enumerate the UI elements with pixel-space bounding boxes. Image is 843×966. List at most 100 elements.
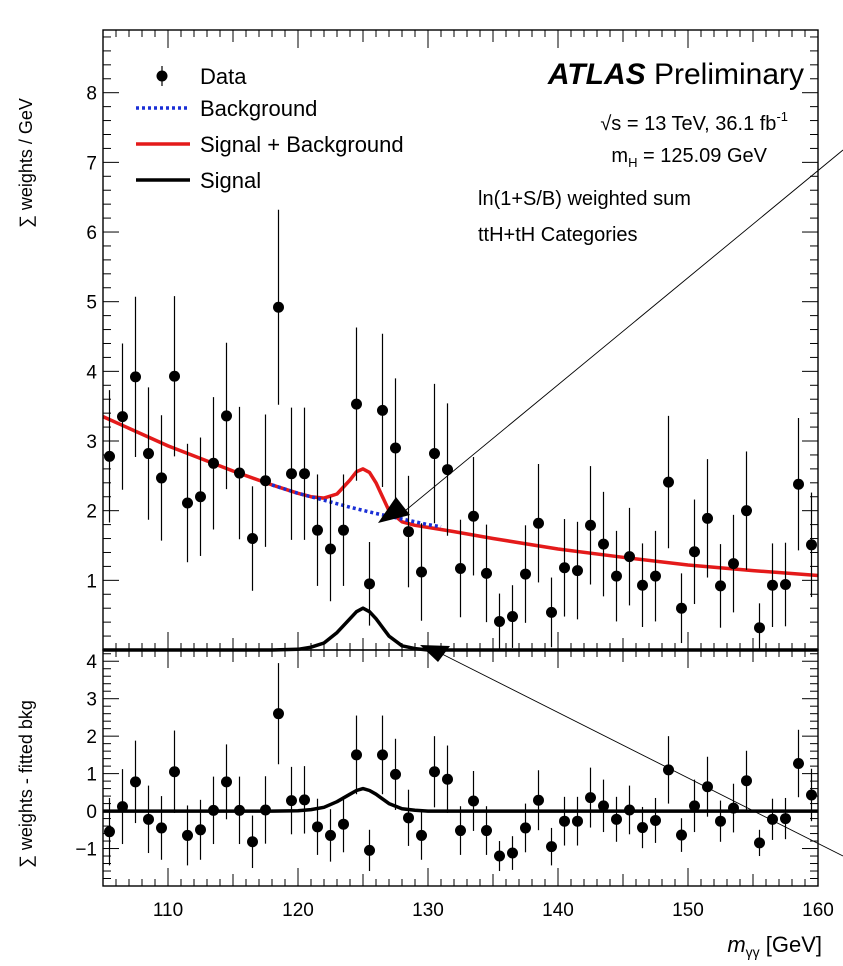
residual-data-point [702, 781, 713, 793]
residual-data-point [481, 825, 492, 837]
main-ytick-label: 7 [86, 153, 97, 174]
signal-plus-background-curve [102, 415, 819, 578]
legend-label-background: Background [200, 96, 317, 121]
atlas-label: ATLAS Preliminary [547, 58, 804, 91]
data-point [169, 370, 180, 382]
data-point [715, 580, 726, 592]
data-point [754, 622, 765, 634]
atlas-annotation: ATLAS Preliminary √s = 13 TeV, 36.1 fb-1… [478, 58, 804, 246]
residual-data-point [715, 815, 726, 827]
data-point [507, 611, 518, 623]
residual-ytick-label: −1 [75, 840, 97, 861]
data-point [429, 448, 440, 460]
x-axis-label: mγγ [GeV] [727, 932, 822, 960]
data-point [351, 398, 362, 410]
data-point [286, 468, 297, 480]
main-ytick-label: 2 [86, 502, 97, 523]
data-point [650, 570, 661, 582]
residual-data-point [624, 804, 635, 816]
residual-data-point [533, 794, 544, 806]
data-point [572, 565, 583, 577]
main-panel: 1 2 3 4 5 6 7 8 [86, 29, 819, 652]
x-tick-label: 150 [672, 900, 704, 921]
data-point [702, 512, 713, 524]
legend-data-marker [156, 70, 168, 82]
data-point [312, 524, 323, 536]
residual-data-point [572, 815, 583, 827]
data-point [195, 491, 206, 503]
residual-axis-ticks: −1 0 1 2 3 4 110 120 130 140 150 160 [75, 650, 834, 921]
residual-data-point [143, 813, 154, 825]
data-point [689, 546, 700, 558]
energy-lumi-label: √s = 13 TeV, 36.1 fb-1 [600, 109, 788, 135]
residual-data-point [182, 829, 193, 841]
legend-label-signal: Signal [200, 168, 261, 193]
residual-data-point [507, 847, 518, 859]
residual-data-point [598, 800, 609, 812]
residual-data-point [806, 789, 817, 801]
data-point [182, 497, 193, 509]
residual-data-point [286, 795, 297, 807]
data-point [260, 475, 271, 487]
residual-data-point [247, 836, 258, 848]
data-point [130, 371, 141, 383]
residual-panel: −1 0 1 2 3 4 110 120 130 140 150 160 [75, 649, 834, 921]
overlay-line-upper [399, 149, 843, 516]
main-ytick-label: 8 [86, 84, 97, 105]
main-y-axis-label: ∑ weights / GeV [16, 98, 36, 228]
energy-lumi-text: √s = 13 TeV, 36.1 fb [600, 113, 776, 135]
data-point [273, 301, 284, 313]
data-point [390, 442, 401, 454]
residual-signal-curve [103, 786, 818, 813]
residual-data-point [793, 758, 804, 770]
residual-data-point [546, 841, 557, 853]
residual-data-point [169, 766, 180, 778]
residual-data-point [377, 749, 388, 761]
residual-data-point [325, 829, 336, 841]
data-point [299, 468, 310, 480]
legend-item-data: Data [156, 64, 247, 89]
residual-ytick-label: 1 [86, 765, 97, 786]
arrowhead-lower [420, 645, 450, 662]
x-axis-label-sub: γγ [746, 944, 760, 960]
data-point [767, 579, 778, 591]
main-ytick-label: 5 [86, 293, 97, 314]
residual-data-point [689, 800, 700, 812]
residual-data-point [403, 812, 414, 824]
data-point [117, 411, 128, 423]
residual-data-point [767, 813, 778, 825]
main-data-layer [102, 209, 819, 652]
residual-data-point [520, 822, 531, 834]
residual-data-point [611, 813, 622, 825]
data-point [234, 467, 245, 479]
residual-data-point [390, 768, 401, 780]
signal-curve [103, 606, 818, 652]
data-point [741, 505, 752, 517]
residual-data-point [351, 749, 362, 761]
residual-data-point [637, 822, 648, 834]
data-point [442, 464, 453, 476]
x-tick-label: 130 [412, 900, 444, 921]
residual-ytick-label: 0 [86, 802, 97, 823]
residual-data-point [104, 826, 115, 838]
legend-item-background: Background [136, 96, 317, 121]
data-point [364, 578, 375, 590]
data-point [325, 543, 336, 555]
data-point [806, 539, 817, 551]
data-point [598, 538, 609, 550]
residual-data-layer [103, 663, 818, 872]
residual-data-point [260, 804, 271, 816]
higgs-mass-m: m [611, 145, 628, 167]
residual-data-point [741, 775, 752, 787]
higgs-mass-label: mH = 125.09 GeV [611, 145, 767, 170]
residual-data-point [559, 815, 570, 827]
residual-ytick-label: 4 [86, 652, 97, 673]
data-point [728, 558, 739, 570]
legend: Data Background Signal + Background Sign… [136, 64, 404, 193]
data-point [481, 567, 492, 579]
residual-data-point [676, 829, 687, 841]
data-point [104, 450, 115, 462]
x-tick-label: 160 [802, 900, 834, 921]
data-point [520, 568, 531, 580]
residual-frame [102, 649, 819, 887]
